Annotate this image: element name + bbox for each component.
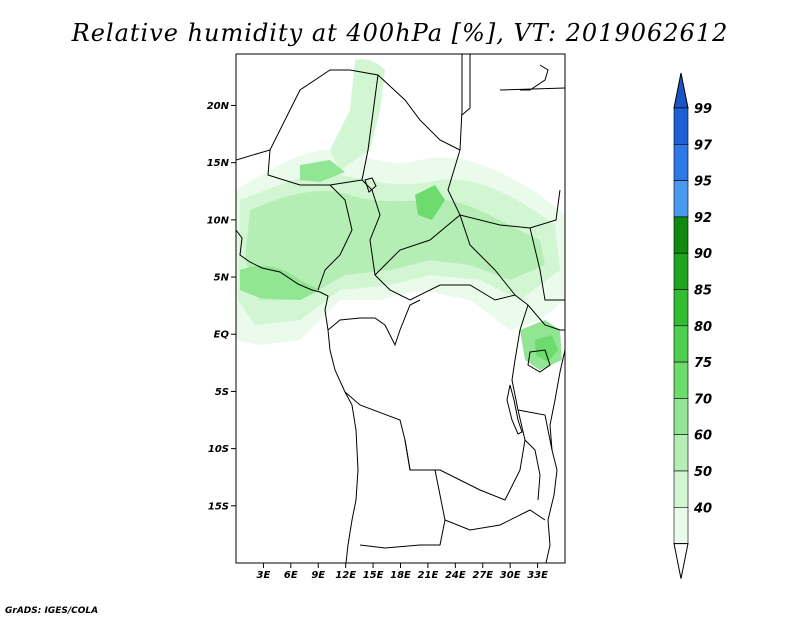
- latitude-tick-label: 5N: [214, 273, 230, 284]
- grads-credit: GrADS: IGES/COLA: [5, 606, 98, 616]
- humidity-region-west-coast: [240, 265, 320, 300]
- latitude-tick-label: 15N: [207, 158, 230, 169]
- longitude-tick-label: 6E: [284, 570, 298, 581]
- red-sea-coast: [520, 64, 549, 91]
- colorbar-swatch: [673, 506, 689, 544]
- map-title: Relative humidity at 400hPa [%], VT: 201…: [71, 19, 729, 47]
- colorbar-swatch: [673, 325, 689, 363]
- colorbar-swatch: [673, 289, 689, 327]
- colorbar-swatch: [673, 434, 689, 472]
- colorbar-level-label: 60: [694, 429, 712, 444]
- colorbar-level-label: 95: [694, 175, 712, 190]
- colorbar-level-label: 97: [694, 138, 713, 153]
- latitude-ticks: 20N 15N 10N 5N EQ 5S 10S 15S: [207, 101, 236, 512]
- longitude-tick-label: 12E: [335, 570, 356, 581]
- colorbar-level-label: 80: [694, 320, 712, 335]
- lake-victoria: [527, 349, 551, 373]
- longitude-tick-label: 27E: [472, 570, 493, 581]
- longitude-tick-label: 33E: [527, 570, 548, 581]
- humidity-region-chad-core: [415, 185, 445, 220]
- border-car-south: [374, 274, 529, 306]
- colorbar-swatch: [673, 252, 689, 290]
- humidity-region-east-core: [535, 335, 558, 362]
- colorbar-swatch: [673, 144, 689, 181]
- east-africa-coastline: [545, 349, 565, 563]
- map-panel: 20N 15N 10N 5N EQ 5S 10S 15S 3E 6E 9E 12E 15E 18E 21E…: [207, 53, 566, 581]
- colorbar-level-label: 75: [694, 356, 712, 371]
- colorbar: 99 97 95 92 90 85 80 75 70 60 50 40: [673, 72, 713, 579]
- longitude-tick-label: 30E: [500, 570, 521, 581]
- colorbar-swatch: [673, 216, 689, 254]
- longitude-tick-label: 24E: [445, 570, 466, 581]
- longitude-tick-label: 3E: [257, 570, 271, 581]
- colorbar-swatch: [673, 361, 689, 399]
- colorbar-lower-arrow: [673, 543, 689, 579]
- border-angola-zambia: [359, 439, 446, 549]
- lake-tanganyika: [506, 384, 523, 435]
- colorbar-upper-arrow: [673, 72, 689, 109]
- longitude-tick-label: 18E: [390, 570, 411, 581]
- border-nigeria: [317, 184, 353, 291]
- border-libya-sudan: [459, 54, 463, 151]
- border-sudan-south: [447, 149, 561, 229]
- colorbar-level-label: 70: [694, 392, 712, 407]
- border-tanzania: [517, 409, 553, 451]
- colorbar-level-label: 50: [694, 465, 712, 480]
- lake-chad: [364, 177, 377, 193]
- arabia-coast: [499, 87, 565, 91]
- border-ethiopia: [529, 227, 565, 301]
- border-east-africa: [527, 304, 565, 331]
- border-congo-drc: [327, 299, 421, 347]
- border-malawi: [524, 439, 541, 501]
- west-africa-coastline: [236, 229, 359, 563]
- latitude-tick-label: 10N: [207, 215, 230, 226]
- longitude-tick-label: 21E: [418, 570, 439, 581]
- border-egypt-sudan: [461, 54, 471, 116]
- colorbar-level-label: 90: [694, 247, 712, 262]
- latitude-tick-label: 15S: [208, 501, 229, 512]
- longitude-ticks: 3E 6E 9E 12E 15E 18E 21E 24E 27E 30E 33E: [257, 563, 548, 581]
- coastlines-and-borders: [236, 54, 565, 563]
- humidity-region-sahel-60: [245, 190, 545, 300]
- colorbar-level-label: 99: [694, 102, 712, 117]
- humidity-region-north-plume: [330, 59, 385, 170]
- colorbar-swatch: [673, 107, 689, 145]
- border-zambia-south: [444, 509, 546, 531]
- border-drc-east: [344, 304, 529, 501]
- colorbar-swatch: [673, 470, 689, 508]
- colorbar-swatch: [673, 398, 689, 435]
- latitude-tick-label: 5S: [215, 387, 229, 398]
- humidity-region-niger-core: [300, 160, 345, 182]
- latitude-tick-label: 20N: [207, 101, 230, 112]
- colorbar-level-label: 85: [694, 284, 712, 299]
- border-mali-niger: [267, 149, 363, 186]
- colorbar-swatch: [673, 180, 689, 218]
- longitude-tick-label: 9E: [311, 570, 325, 581]
- border-sahara-north: [236, 69, 461, 161]
- longitude-tick-label: 15E: [363, 570, 384, 581]
- latitude-tick-label: 10S: [208, 444, 229, 455]
- humidity-field: [236, 59, 565, 370]
- colorbar-level-label: 92: [694, 211, 712, 226]
- latitude-tick-label: EQ: [214, 330, 230, 341]
- colorbar-level-label: 40: [693, 501, 712, 516]
